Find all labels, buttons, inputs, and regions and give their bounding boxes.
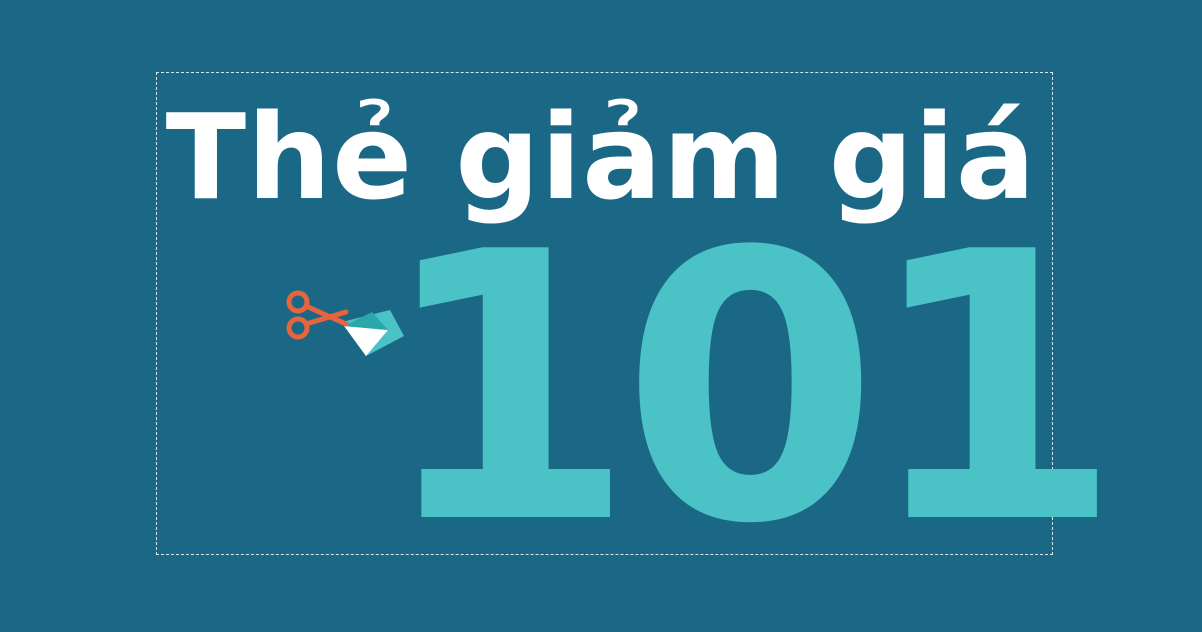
paper-fold-shade [344, 312, 388, 330]
scissors-cutting-coupon-icon [286, 290, 404, 356]
coupon-dashed-border [156, 72, 1053, 555]
paper-fold [344, 326, 388, 356]
banner-number: 101 [378, 175, 1122, 605]
banner-title: Thẻ giảm giá [165, 88, 1037, 226]
scissors-icon [286, 290, 349, 340]
